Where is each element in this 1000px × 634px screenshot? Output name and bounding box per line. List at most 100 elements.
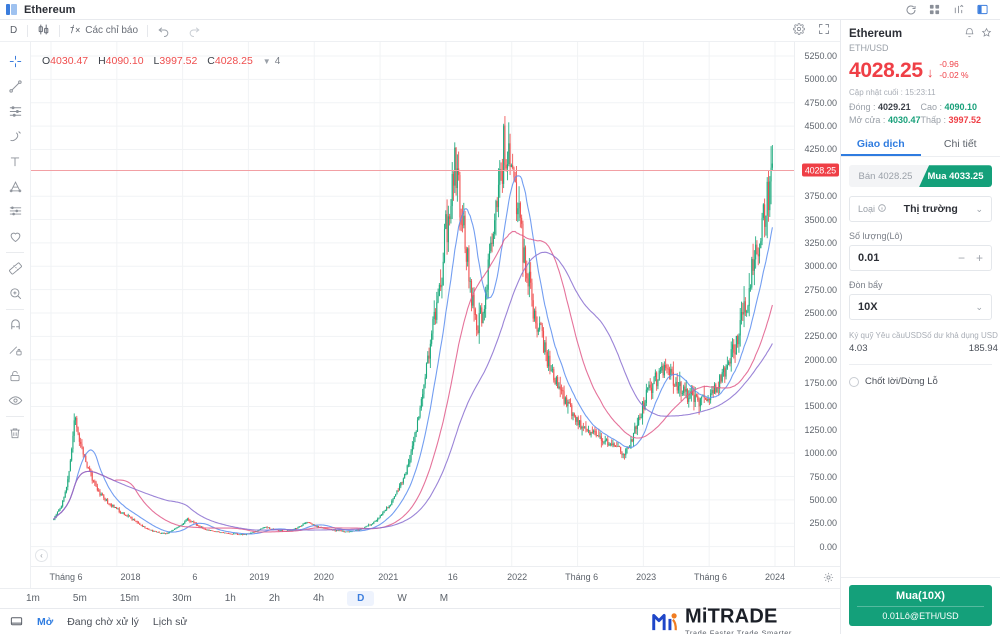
time-axis[interactable]: Tháng 6 2018 6 2019 2020 2021 16 2022 Tháng 6 202…: [31, 566, 840, 588]
time-axis-settings-icon[interactable]: [823, 572, 834, 586]
price-tick: 3000.00: [804, 261, 837, 272]
timeframe-W[interactable]: W: [397, 593, 407, 604]
status-bar: Mở Đang chờ xử lý Lịch sử MiTRADE: [0, 606, 840, 634]
timeframe-1h[interactable]: 1h: [224, 593, 236, 604]
ruler-icon[interactable]: [2, 256, 28, 281]
lock-icon[interactable]: [2, 363, 28, 388]
eye-hide-icon[interactable]: [2, 388, 28, 413]
horizontal-lines-icon[interactable]: [2, 99, 28, 124]
bell-icon[interactable]: [964, 27, 975, 41]
time-tick: 16: [447, 572, 458, 582]
high-label: Cao :: [920, 102, 943, 113]
text-icon[interactable]: [2, 149, 28, 174]
statusbar-item-open[interactable]: Mở: [37, 615, 54, 628]
favorite-heart-icon[interactable]: [2, 224, 28, 249]
indicators-label: Các chỉ báo: [85, 25, 139, 36]
chart-type-button[interactable]: [28, 20, 59, 41]
gann-fan-icon[interactable]: [2, 174, 28, 199]
ohlc-high-value: 4090.10: [105, 55, 144, 67]
window-title: Ethereum: [24, 3, 76, 16]
quantity-decrement-button[interactable]: −: [957, 251, 965, 266]
chart-toolbar-right: [793, 23, 840, 38]
star-icon[interactable]: [981, 27, 992, 41]
time-tick: 2019: [249, 572, 270, 582]
trendline-icon[interactable]: [2, 74, 28, 99]
chevron-down-icon: ▼: [262, 57, 271, 66]
zoom-in-icon[interactable]: [2, 281, 28, 306]
trash-icon[interactable]: [2, 420, 28, 445]
price-tick: 4250.00: [804, 144, 837, 155]
timeframe-1m[interactable]: 1m: [26, 593, 40, 604]
tpsl-toggle[interactable]: Chốt lời/Dừng Lỗ: [849, 376, 992, 387]
quantity-value[interactable]: 0.01: [858, 252, 880, 265]
low-value: 3997.52: [948, 115, 982, 126]
fullscreen-icon[interactable]: [818, 23, 830, 38]
ohlc-low-value: 3997.52: [159, 55, 198, 67]
current-price-line: [31, 170, 794, 172]
buy-button[interactable]: Mua 4033.25: [919, 165, 992, 188]
undo-icon[interactable]: [148, 20, 179, 41]
tab-details[interactable]: Chi tiết: [943, 138, 977, 151]
tab-trade[interactable]: Giao dịch: [841, 131, 921, 156]
ohlc-close-value: 4028.25: [214, 55, 253, 67]
leverage-select[interactable]: 10X ⌄: [849, 294, 992, 321]
scroll-left-button[interactable]: ‹: [35, 549, 48, 562]
change-percent: -0.02 %: [939, 69, 969, 80]
divider: [849, 364, 992, 366]
main-area: D Các chỉ báo: [0, 20, 1000, 634]
time-tick: 2022: [507, 572, 528, 582]
price-tick: 3500.00: [804, 214, 837, 225]
submit-main-label: Mua(10X): [896, 590, 945, 602]
price-tick: 2000.00: [804, 354, 837, 365]
timeframe-button[interactable]: D: [10, 25, 18, 36]
pitchfork-icon[interactable]: [2, 199, 28, 224]
price-axis[interactable]: 5250.00 5000.00 4750.00 4500.00 4250.00 3750.…: [794, 42, 840, 575]
brush-icon[interactable]: [2, 124, 28, 149]
instrument-pair: ETH/USD: [849, 43, 889, 53]
timeframe-5m[interactable]: 5m: [72, 593, 87, 604]
price-plot[interactable]: [31, 42, 794, 566]
grid-icon[interactable]: [928, 3, 941, 16]
submit-buy-button[interactable]: Mua(10X) 0.01Lô@ETH/USD: [849, 585, 992, 626]
layout-panel-icon[interactable]: [976, 3, 989, 16]
quantity-stepper[interactable]: 0.01 − +: [849, 245, 992, 272]
time-tick: 2020: [313, 572, 334, 582]
info-icon[interactable]: [878, 204, 886, 214]
timeframe-4h[interactable]: 4h: [312, 593, 325, 604]
toolbar-divider: [27, 24, 29, 37]
statusbar-item-pending[interactable]: Đang chờ xử lý: [67, 615, 139, 628]
indicator-group-toggle[interactable]: ▼ 4: [263, 56, 280, 67]
price-tick: 500.00: [809, 494, 837, 505]
quantity-increment-button[interactable]: +: [975, 251, 983, 266]
gear-icon[interactable]: [793, 23, 805, 38]
timeframe-M[interactable]: M: [439, 593, 449, 604]
indicator-group-count: 4: [274, 56, 281, 67]
crosshair-icon[interactable]: [2, 49, 28, 74]
time-tick: 2024: [764, 572, 786, 582]
order-type-select[interactable]: Loại Thị trường ⌄: [849, 196, 992, 223]
ohlc-legend: O4030.47 H4090.10 L3997.52 C4028.25 ▼ 4: [42, 51, 280, 67]
margin-info: Ký quỹ Yêu cầuUSD 4.03 Số dư khả dụng US…: [849, 331, 998, 354]
drawing-lock-icon[interactable]: [2, 338, 28, 363]
close-stat: Đóng : 4029.21: [849, 102, 921, 112]
panel-tabs: Giao dịch Chi tiết: [841, 131, 1000, 158]
price-tick: 1250.00: [804, 424, 837, 435]
timeframe-D[interactable]: D: [347, 591, 375, 606]
refresh-icon[interactable]: [904, 3, 917, 16]
price-tick: 1500.00: [804, 401, 837, 412]
app-logo-icon: [6, 4, 17, 15]
timeframe-15m[interactable]: 15m: [119, 593, 140, 604]
timeframe-30m[interactable]: 30m: [172, 593, 192, 604]
price-tick: 750.00: [809, 471, 837, 482]
price-tick: 1750.00: [804, 378, 837, 389]
compare-icon[interactable]: [952, 3, 965, 16]
radio-icon[interactable]: [849, 376, 859, 387]
timeframe-2h[interactable]: 2h: [268, 593, 280, 604]
sell-button[interactable]: Bán 4028.25: [849, 165, 928, 188]
indicators-button[interactable]: Các chỉ báo: [60, 20, 147, 41]
plot-wrapper[interactable]: O4030.47 H4090.10 L3997.52 C4028.25 ▼ 4: [31, 42, 840, 588]
magnet-icon[interactable]: [2, 313, 28, 338]
redo-icon[interactable]: [179, 20, 210, 41]
statusbar-item-history[interactable]: Lịch sử: [152, 615, 188, 628]
price-tick: 0.00: [819, 541, 837, 552]
